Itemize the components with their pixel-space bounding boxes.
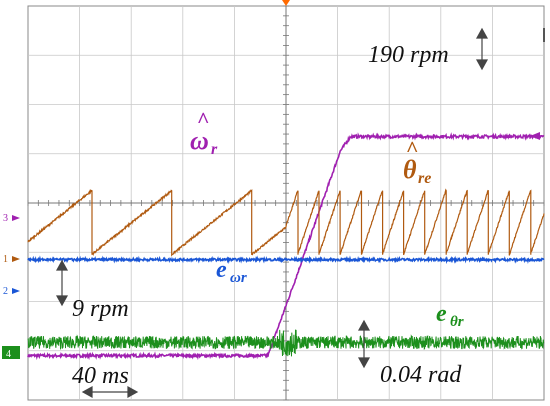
ethr-label-sub: θr: [450, 314, 464, 330]
channel-arrow-3: [12, 215, 20, 221]
speed-error-arrow: [55, 259, 69, 307]
ewr-label: e ωr: [216, 257, 247, 286]
thre-label: ^ θ re: [403, 136, 431, 187]
ewr-label-sub: ωr: [230, 270, 247, 286]
channel-marker-1: 1: [3, 254, 8, 265]
trace-group: [27, 132, 545, 361]
series-angle-error: [27, 329, 545, 357]
wr-label: ^ ω r: [190, 107, 218, 158]
right-marker-icon: [530, 132, 540, 140]
thre-label-sub: re: [418, 170, 431, 187]
speed-step-arrow: [475, 27, 489, 71]
wr-label-sub: r: [211, 141, 218, 158]
series-speed-error: [27, 255, 545, 265]
channel-marker-4: 4: [6, 349, 11, 360]
thre-label-hat: ^: [406, 136, 419, 161]
channel-marker-4-box: [2, 346, 20, 359]
angle-error-annotation: 0.04 rad: [380, 362, 462, 388]
channel-marker-2: 2: [3, 286, 8, 297]
series-speed-estimate: [27, 132, 545, 361]
thre-label-main: θ: [403, 155, 417, 184]
angle-error-arrow: [357, 319, 371, 369]
wr-label-hat: ^: [197, 107, 210, 132]
wr-label-main: ω: [190, 126, 209, 155]
trigger-marker-icon: [282, 0, 290, 6]
channel-markers: 3 1 2 4: [2, 213, 20, 360]
ethr-label: e θr: [436, 301, 464, 330]
speed-error-annotation: 9 rpm: [72, 296, 129, 322]
ethr-label-main: e: [436, 301, 447, 327]
ewr-label-main: e: [216, 257, 227, 283]
series-angle-estimate: [27, 188, 545, 257]
speed-step-annotation: 190 rpm: [368, 42, 449, 68]
channel-arrow-1: [12, 256, 20, 262]
channel-marker-3: 3: [3, 213, 8, 224]
plot-grid: [27, 5, 545, 401]
channel-arrow-2: [12, 288, 20, 294]
time-scale-annotation: 40 ms: [72, 363, 129, 389]
time-scale-arrow: [81, 385, 139, 399]
